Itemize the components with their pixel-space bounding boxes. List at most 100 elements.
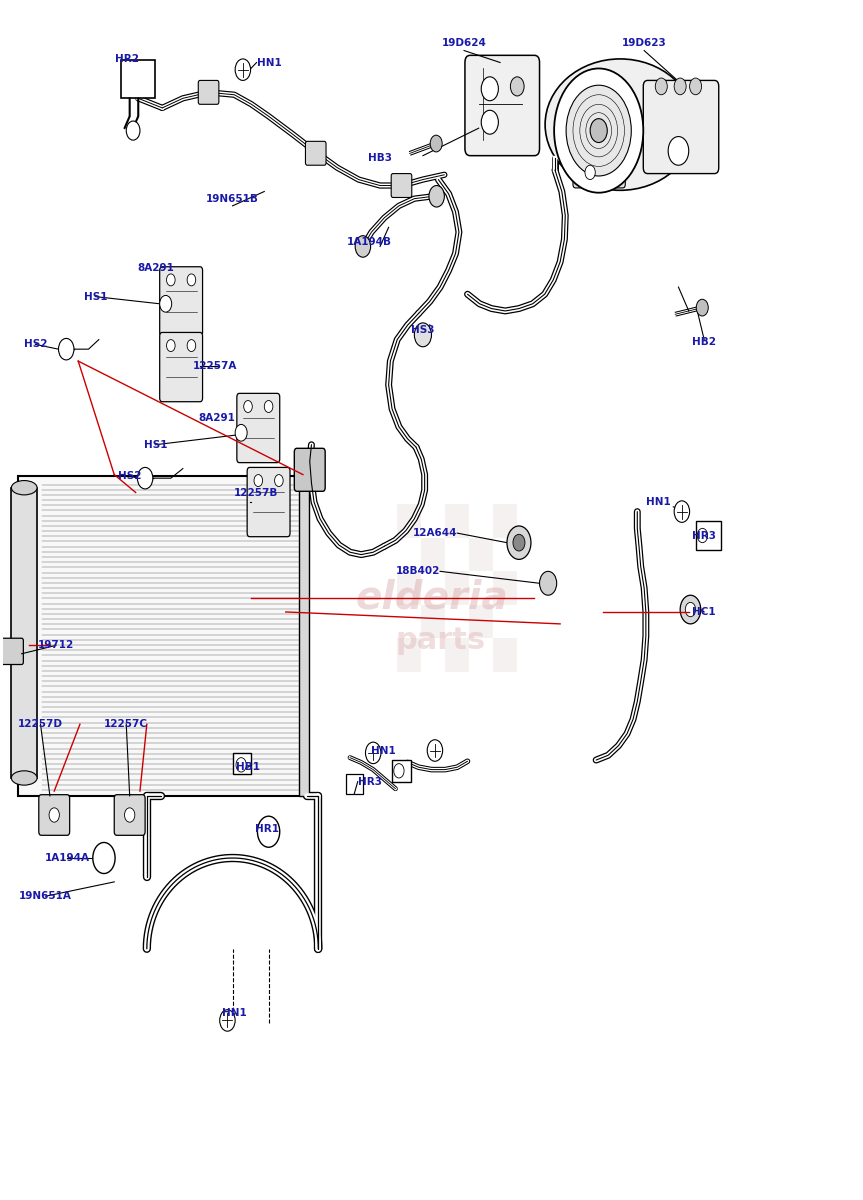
Ellipse shape: [545, 59, 696, 191]
Circle shape: [685, 602, 696, 617]
Text: 19D623: 19D623: [621, 38, 666, 48]
Circle shape: [356, 235, 370, 257]
FancyBboxPatch shape: [247, 468, 290, 536]
Circle shape: [274, 474, 283, 486]
Text: 1A194A: 1A194A: [45, 853, 90, 863]
Bar: [397, 571, 421, 605]
Bar: [469, 538, 494, 571]
Bar: [397, 504, 421, 538]
Text: 19N651A: 19N651A: [19, 892, 72, 901]
Text: 12257A: 12257A: [193, 361, 237, 371]
Bar: [494, 504, 517, 538]
Text: HR1: HR1: [255, 824, 279, 834]
FancyBboxPatch shape: [236, 394, 280, 463]
Circle shape: [220, 1009, 235, 1031]
Bar: [232, 752, 251, 774]
Circle shape: [554, 68, 643, 193]
Circle shape: [430, 136, 442, 152]
Text: HN1: HN1: [256, 58, 281, 67]
Text: elderia: elderia: [356, 578, 507, 617]
Circle shape: [427, 739, 443, 761]
Text: HN1: HN1: [222, 1008, 247, 1019]
Circle shape: [160, 295, 172, 312]
Text: HN1: HN1: [371, 745, 396, 756]
Circle shape: [365, 742, 381, 763]
Circle shape: [187, 340, 196, 352]
Bar: [11, 487, 37, 778]
Circle shape: [59, 338, 74, 360]
Circle shape: [235, 59, 250, 80]
Circle shape: [590, 119, 608, 143]
Text: HR2: HR2: [115, 54, 139, 64]
Circle shape: [235, 425, 247, 442]
Ellipse shape: [11, 480, 37, 494]
Text: 12A644: 12A644: [413, 528, 457, 538]
Circle shape: [49, 808, 60, 822]
Circle shape: [93, 842, 115, 874]
Bar: [696, 521, 721, 550]
Bar: [494, 638, 517, 672]
Bar: [299, 475, 309, 796]
Circle shape: [539, 571, 557, 595]
FancyBboxPatch shape: [160, 332, 203, 402]
FancyBboxPatch shape: [198, 80, 219, 104]
FancyBboxPatch shape: [643, 80, 719, 174]
Text: HN1: HN1: [646, 497, 671, 508]
Text: parts: parts: [395, 626, 485, 655]
Circle shape: [566, 85, 632, 176]
Text: HS2: HS2: [23, 340, 47, 349]
Bar: [445, 571, 469, 605]
Circle shape: [668, 137, 689, 166]
Circle shape: [697, 528, 708, 542]
FancyBboxPatch shape: [306, 142, 326, 166]
Bar: [445, 638, 469, 672]
Circle shape: [137, 468, 153, 488]
Text: 19N651B: 19N651B: [206, 193, 259, 204]
Text: 8A291: 8A291: [198, 414, 236, 424]
FancyBboxPatch shape: [1, 638, 23, 665]
Text: 8A291: 8A291: [137, 263, 173, 272]
Text: HS3: HS3: [411, 325, 435, 335]
Bar: [397, 638, 421, 672]
FancyBboxPatch shape: [573, 157, 626, 188]
Bar: [18, 475, 306, 796]
Text: HS2: HS2: [118, 470, 142, 481]
Circle shape: [264, 401, 273, 413]
FancyBboxPatch shape: [160, 266, 203, 336]
Circle shape: [187, 274, 196, 286]
Text: HS1: HS1: [143, 439, 167, 450]
Circle shape: [124, 808, 135, 822]
Bar: [421, 605, 445, 638]
Circle shape: [482, 110, 498, 134]
Circle shape: [585, 166, 595, 180]
Circle shape: [513, 534, 525, 551]
Ellipse shape: [11, 770, 37, 785]
Circle shape: [690, 78, 702, 95]
Bar: [392, 760, 411, 781]
Circle shape: [696, 299, 709, 316]
Circle shape: [394, 763, 404, 778]
Bar: [494, 571, 517, 605]
Text: 1A194B: 1A194B: [347, 236, 393, 247]
Text: 18B402: 18B402: [396, 566, 440, 576]
Text: 12257D: 12257D: [18, 719, 63, 730]
Circle shape: [429, 186, 444, 208]
Text: 12257B: 12257B: [234, 487, 279, 498]
Circle shape: [257, 816, 280, 847]
Circle shape: [414, 323, 432, 347]
Circle shape: [680, 595, 701, 624]
FancyBboxPatch shape: [465, 55, 539, 156]
Text: HC1: HC1: [692, 607, 716, 617]
FancyBboxPatch shape: [294, 449, 325, 491]
Bar: [346, 774, 363, 793]
Circle shape: [674, 78, 686, 95]
FancyBboxPatch shape: [39, 794, 70, 835]
Bar: [445, 504, 469, 538]
Circle shape: [674, 500, 690, 522]
Text: HB2: HB2: [692, 337, 716, 347]
Circle shape: [236, 757, 246, 772]
Circle shape: [507, 526, 531, 559]
Circle shape: [655, 78, 667, 95]
Text: HR3: HR3: [692, 530, 716, 540]
Bar: [469, 605, 494, 638]
